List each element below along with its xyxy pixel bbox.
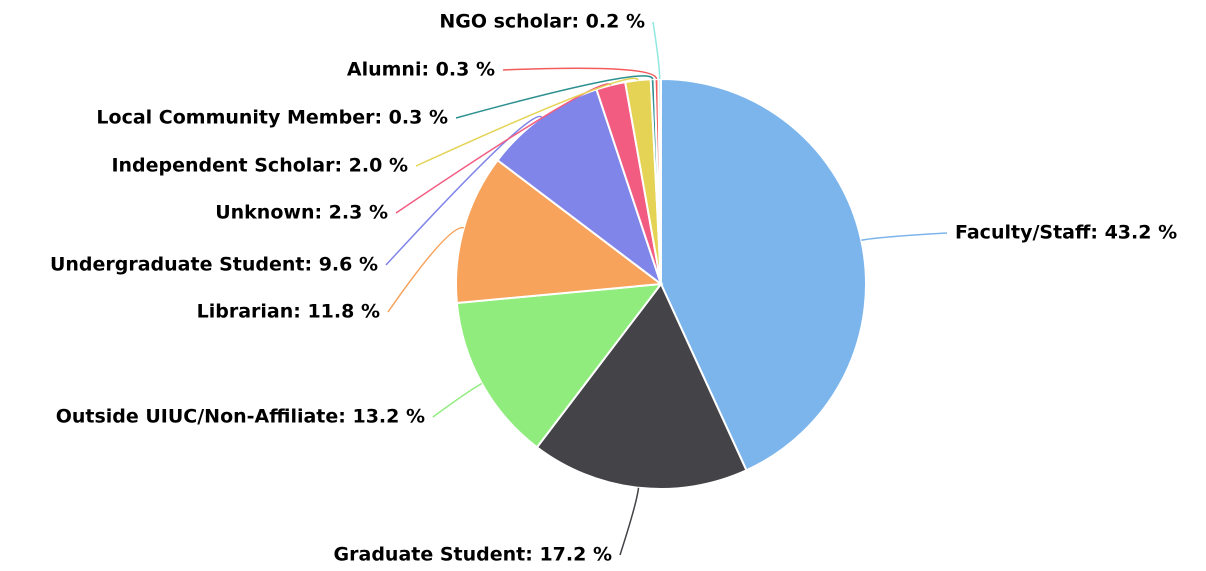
data-label: Unknown: 2.3 % [215, 202, 388, 224]
data-label: Undergraduate Student: 9.6 % [50, 254, 378, 276]
pie-slice [455, 158, 664, 305]
data-label: Graduate Student: 17.2 % [334, 544, 612, 566]
pie-slice [535, 282, 748, 490]
connector [861, 232, 948, 241]
data-label: NGO scholar: 0.2 % [439, 11, 645, 33]
connector [415, 77, 639, 167]
connector [652, 21, 661, 80]
connector [619, 487, 640, 556]
data-label: Alumni: 0.3 % [347, 59, 495, 81]
connector [387, 227, 465, 313]
connector [455, 75, 654, 119]
pie-slice [455, 282, 664, 449]
data-label: Local Community Member: 0.3 % [96, 107, 448, 129]
pie-slice [657, 77, 662, 285]
pie-slice [660, 77, 867, 472]
connector [432, 382, 483, 418]
data-label: Outside UIUC/Non-Affiliate: 13.2 % [56, 406, 425, 428]
connector [502, 67, 658, 80]
data-label: Librarian: 11.8 % [197, 301, 380, 323]
data-label: Independent Scholar: 2.0 % [111, 155, 408, 177]
connector [385, 115, 543, 266]
data-label: Faculty/Staff: 43.2 % [955, 222, 1177, 244]
connector [395, 83, 612, 214]
